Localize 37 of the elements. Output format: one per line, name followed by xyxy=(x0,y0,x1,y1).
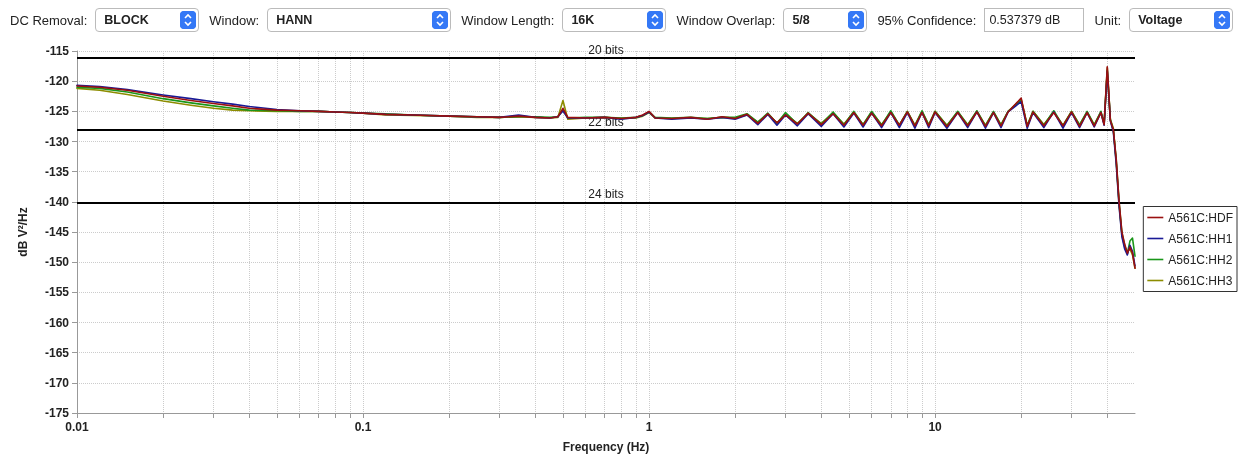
y-tick-label: -155 xyxy=(44,285,70,300)
legend-label: A561C:HH2 xyxy=(1168,252,1233,267)
text: Window Overlap: xyxy=(676,12,776,28)
y-tick-label: -115 xyxy=(45,44,70,58)
text: Window: xyxy=(209,12,260,28)
y-tick-label: -130 xyxy=(44,134,70,149)
dropdown: BLOCK xyxy=(95,8,200,32)
y-tick-label: -170 xyxy=(44,375,70,390)
y-tick-label: -160 xyxy=(44,315,70,330)
y-tick-label: -175 xyxy=(44,406,70,420)
y-tick-label: -125 xyxy=(44,104,70,119)
ref-line-label: 20 bits xyxy=(588,42,624,57)
y-tick-label: -165 xyxy=(44,345,70,360)
y-tick-label: -135 xyxy=(44,164,70,179)
ref-line-label: 24 bits xyxy=(588,187,624,202)
text: Window Length: xyxy=(461,12,555,28)
x-tick-label: 1 xyxy=(645,420,653,434)
x-axis-title: Frequency (Hz) xyxy=(562,440,650,454)
y-tick-label: -145 xyxy=(44,225,70,239)
y-tick-label: -120 xyxy=(44,74,70,89)
dropdown: Voltage xyxy=(1129,8,1234,32)
legend-label: A561C:HDF xyxy=(1168,210,1233,225)
y-tick-label: -150 xyxy=(44,255,70,270)
x-tick-label: 0.01 xyxy=(65,420,89,434)
legend-label: A561C:HH3 xyxy=(1168,273,1233,288)
dropdown: 16K xyxy=(562,8,667,32)
text: 95% Confidence: xyxy=(877,12,977,28)
text-field: 0.537379 dB xyxy=(984,8,1085,32)
x-tick-label: 10 xyxy=(928,420,943,434)
dropdown: HANN xyxy=(267,8,452,32)
dropdown: 5/8 xyxy=(783,8,868,32)
text: Unit: xyxy=(1094,12,1122,28)
y-axis-title: dB V²/Hz xyxy=(16,207,30,257)
y-tick-label: -140 xyxy=(44,194,70,209)
text: DC Removal: xyxy=(10,12,88,28)
legend-label: A561C:HH1 xyxy=(1168,231,1233,246)
x-tick-label: 0.1 xyxy=(354,420,372,434)
